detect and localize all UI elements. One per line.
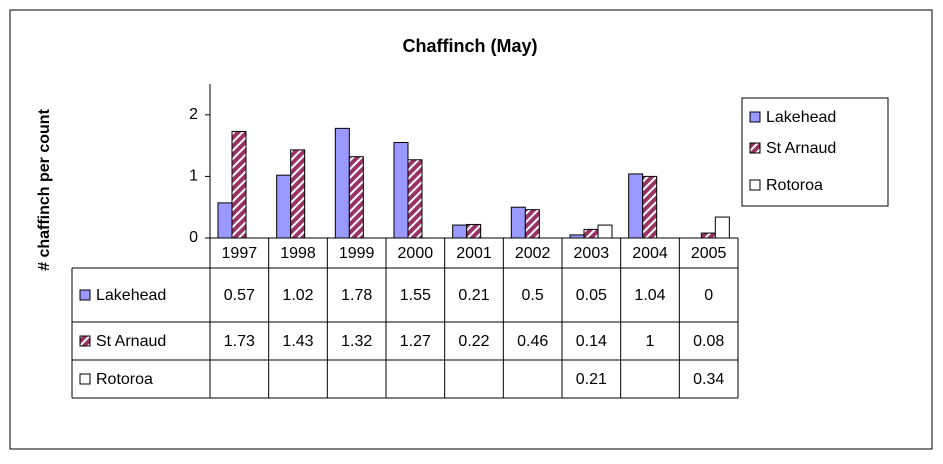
bar <box>466 223 482 239</box>
legend-key <box>749 111 761 123</box>
x-tick-label: 2002 <box>515 245 551 262</box>
x-tick-label: 2000 <box>398 245 434 262</box>
legend-box <box>741 97 889 207</box>
table-value: 0.05 <box>576 287 607 304</box>
table-legend-key <box>79 289 91 301</box>
table-value: 1.43 <box>282 333 313 350</box>
table-value: 0.08 <box>693 333 724 350</box>
table-value: 0.14 <box>576 333 607 350</box>
legend-key <box>749 179 761 191</box>
table-value: 1.78 <box>341 287 372 304</box>
chart-title: Chaffinch (May) <box>403 36 538 56</box>
table-value: 0.22 <box>458 333 489 350</box>
bar <box>700 232 716 239</box>
table-legend-key <box>79 335 91 347</box>
table-series-name: St Arnaud <box>96 333 166 350</box>
table-value: 1.32 <box>341 333 372 350</box>
legend-label: St Arnaud <box>766 140 836 157</box>
table-value: 1 <box>646 333 655 350</box>
bar <box>276 174 292 239</box>
y-tick-label: 1 <box>189 168 198 185</box>
table-value: 0.5 <box>522 287 544 304</box>
bar <box>290 149 306 239</box>
x-tick-label: 1997 <box>222 245 258 262</box>
table-value: 0 <box>704 287 713 304</box>
bar <box>524 209 540 239</box>
x-tick-label: 2004 <box>632 245 668 262</box>
table-value: 0.46 <box>517 333 548 350</box>
table-value: 0.21 <box>458 287 489 304</box>
table-value: 1.02 <box>282 287 313 304</box>
bar <box>348 156 364 239</box>
bar <box>217 202 233 239</box>
bar <box>407 159 423 239</box>
legend-key <box>749 142 761 154</box>
bar <box>334 127 350 239</box>
table-value: 0.21 <box>576 371 607 388</box>
x-tick-label: 2003 <box>574 245 610 262</box>
bar <box>642 175 658 239</box>
bar <box>714 216 730 239</box>
table-value: 0.34 <box>693 371 724 388</box>
bar <box>452 224 468 239</box>
legend-label: Rotoroa <box>766 177 823 194</box>
table-legend-key <box>79 373 91 385</box>
y-tick-label: 2 <box>189 106 198 123</box>
x-tick-label: 1998 <box>280 245 316 262</box>
y-tick-label: 0 <box>189 229 198 246</box>
bar <box>231 130 247 239</box>
x-tick-label: 1999 <box>339 245 375 262</box>
bar <box>628 173 644 239</box>
x-tick-label: 2005 <box>691 245 727 262</box>
table-series-name: Rotoroa <box>96 371 153 388</box>
table-series-name: Lakehead <box>96 287 166 304</box>
legend-label: Lakehead <box>766 109 836 126</box>
table-value: 1.55 <box>400 287 431 304</box>
table-value: 0.57 <box>224 287 255 304</box>
bar <box>597 224 613 239</box>
table-value: 1.04 <box>634 287 665 304</box>
y-axis-title: # chaffinch per count <box>36 108 53 270</box>
bar <box>583 228 599 239</box>
table-value: 1.27 <box>400 333 431 350</box>
bar <box>393 142 409 239</box>
x-tick-label: 2001 <box>456 245 492 262</box>
table-value: 1.73 <box>224 333 255 350</box>
bar <box>510 206 526 239</box>
